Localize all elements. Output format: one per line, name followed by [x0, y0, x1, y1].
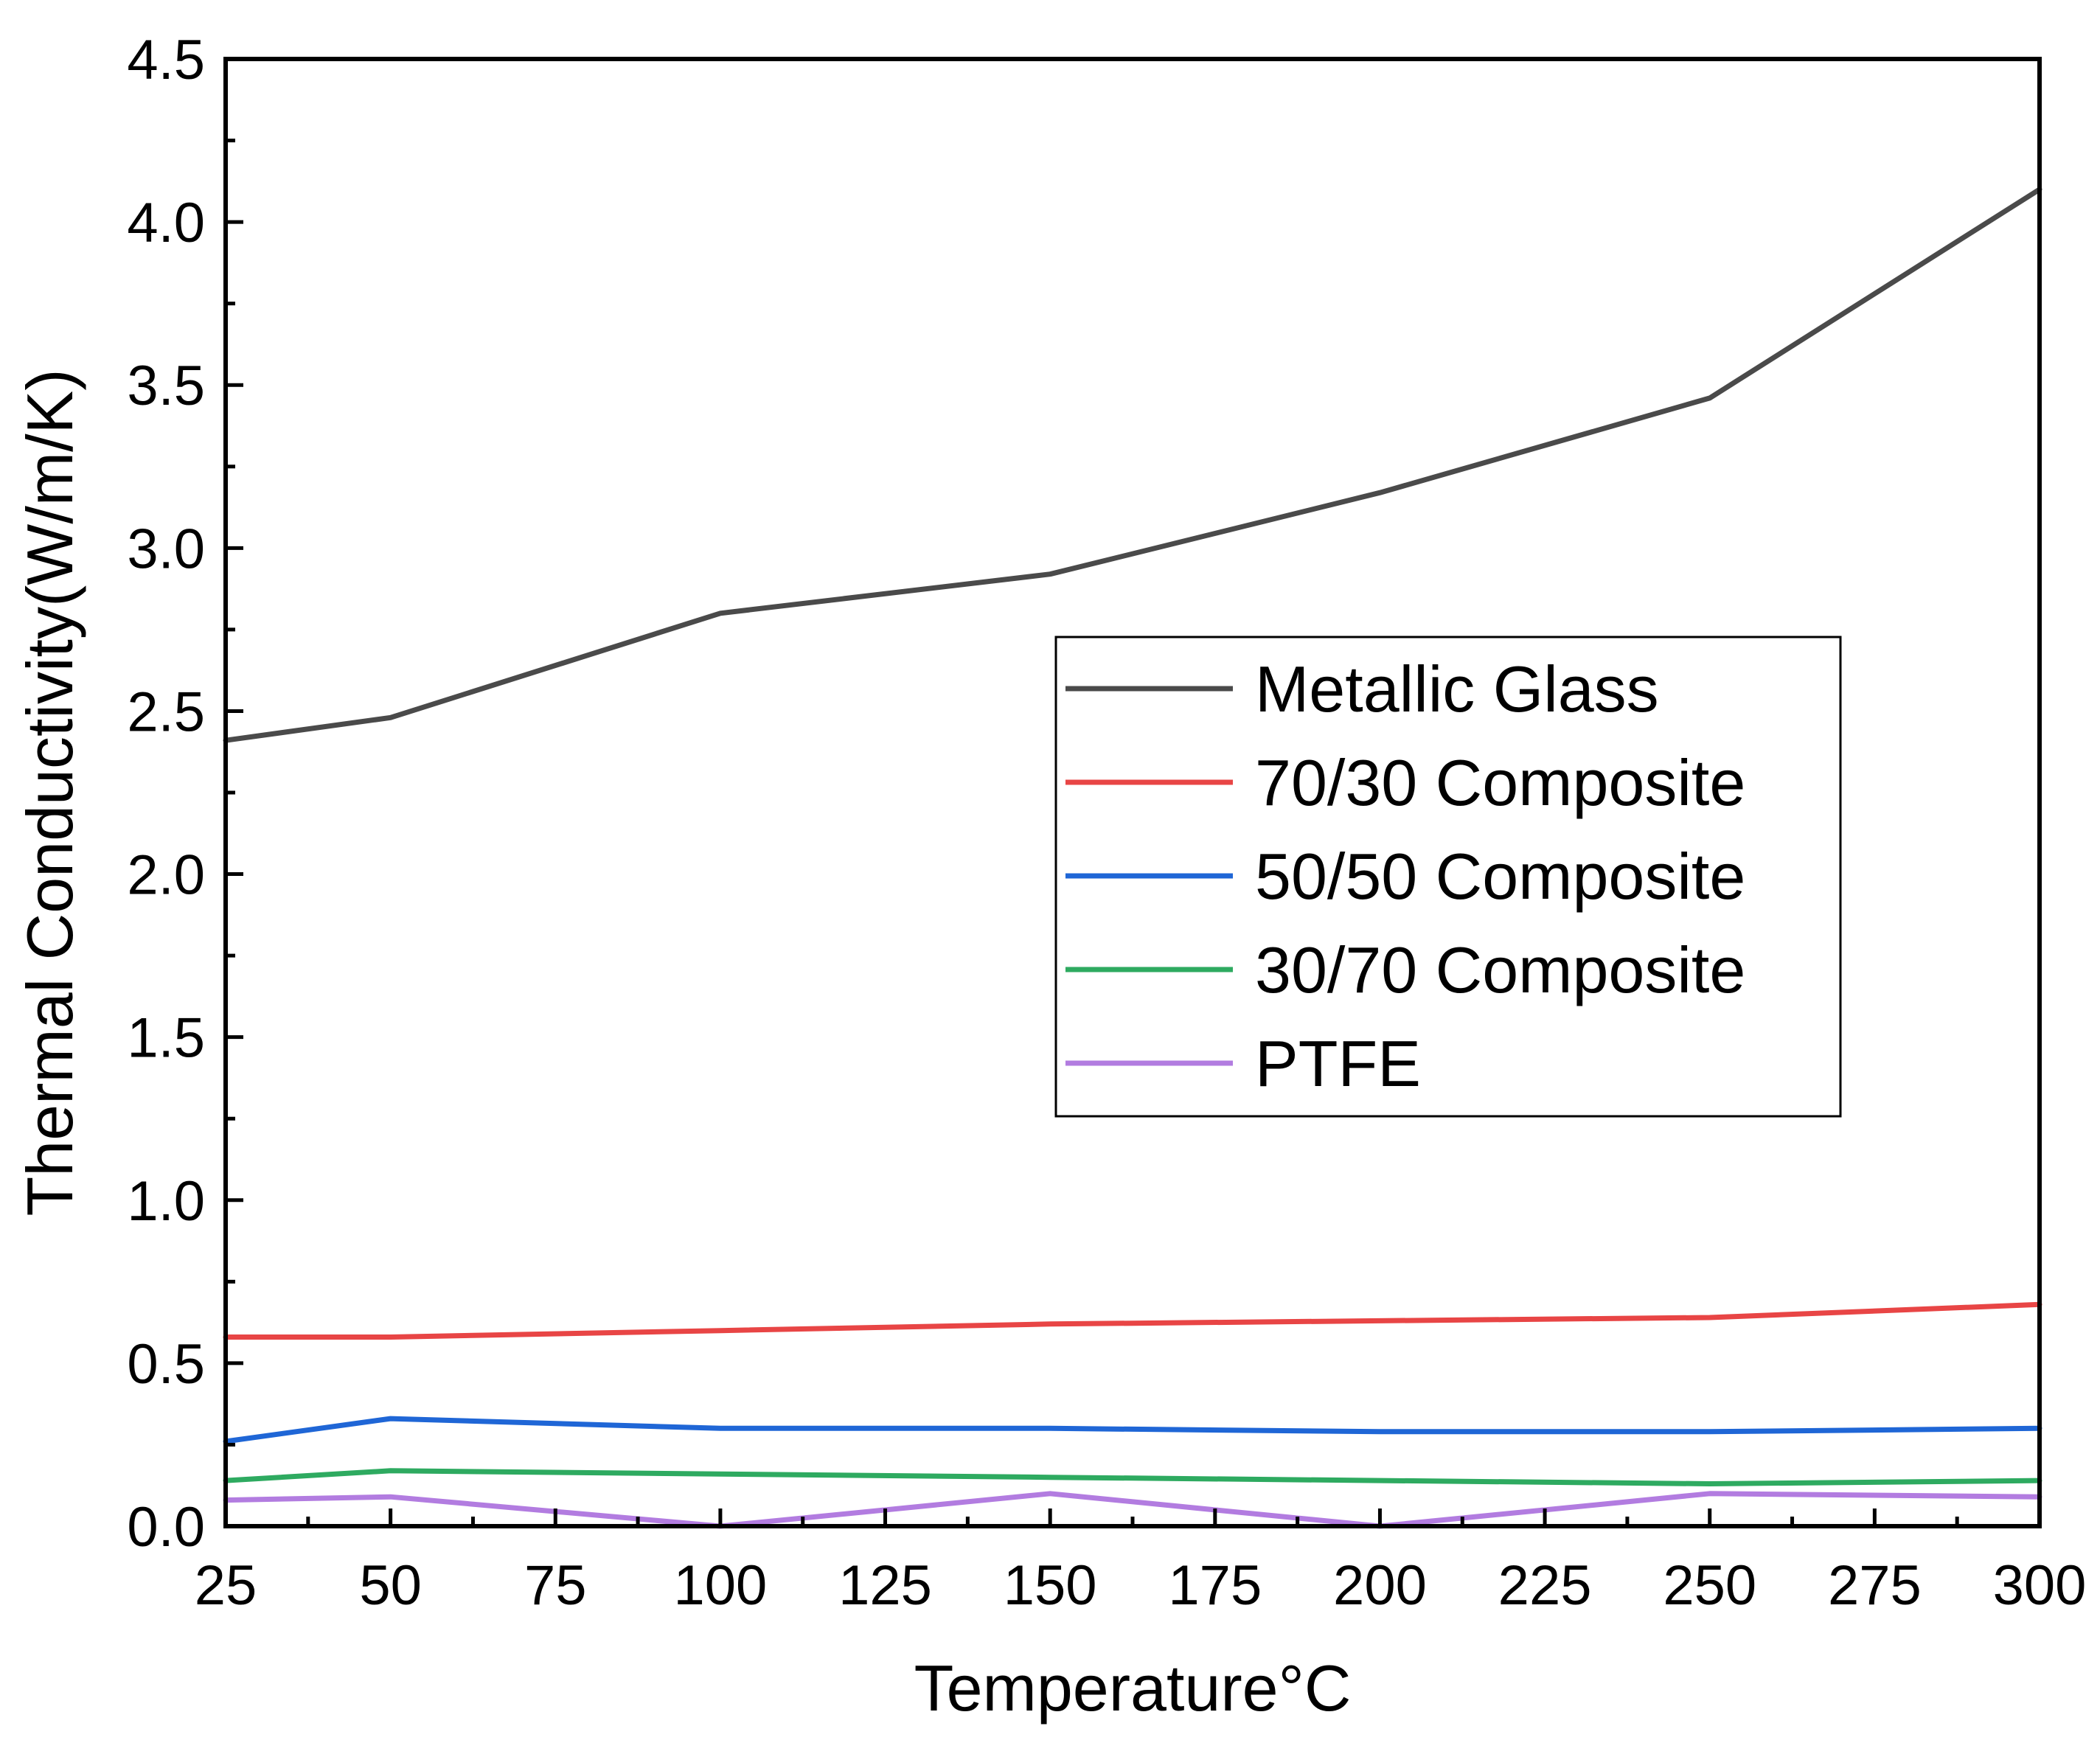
y-tick-label: 4.5	[127, 29, 205, 91]
legend-label-metallic-glass: Metallic Glass	[1255, 652, 1659, 725]
legend: Metallic Glass 70/30 Composite 50/50 Compo…	[1054, 636, 1842, 1118]
legend-label-ptfe: PTFE	[1255, 1027, 1421, 1100]
y-tick-label: 3.0	[127, 518, 205, 580]
x-tick-label: 300	[1993, 1554, 2087, 1617]
y-tick-label: 0.0	[127, 1496, 205, 1559]
y-tick-label: 3.5	[127, 355, 205, 417]
x-tick-label: 150	[1004, 1554, 1097, 1617]
x-axis: 25 50 75 100 125 150 175 200 225 250 275 300	[195, 1508, 2087, 1617]
series-line-50-50-composite	[223, 1416, 2042, 1444]
x-axis-title: Temperature°C	[914, 1652, 1352, 1725]
plot-lines	[223, 187, 2042, 1529]
y-axis: 0.0 0.5 1.0 1.5 2.0 2.5 3.0 3.5 4.0 4.5	[127, 29, 243, 1559]
series-line-ptfe	[223, 1491, 2042, 1529]
y-axis-title: Thermal Conductivity(W/m/K)	[13, 369, 86, 1216]
y-tick-label: 4.0	[127, 192, 205, 254]
series-line-70-30-composite	[223, 1301, 2042, 1340]
legend-label-50-50-composite: 50/50 Composite	[1255, 840, 1745, 913]
x-tick-label: 250	[1663, 1554, 1756, 1617]
legend-label-70-30-composite: 70/30 Composite	[1255, 746, 1745, 819]
x-tick-label: 200	[1333, 1554, 1427, 1617]
x-tick-label: 125	[838, 1554, 932, 1617]
y-tick-label: 2.0	[127, 844, 205, 907]
series-line-30-70-composite	[223, 1468, 2042, 1486]
x-tick-label: 175	[1168, 1554, 1262, 1617]
y-tick-label: 1.5	[127, 1007, 205, 1070]
x-tick-label: 25	[195, 1554, 257, 1617]
legend-label-30-70-composite: 30/70 Composite	[1255, 933, 1745, 1006]
x-tick-label: 225	[1498, 1554, 1592, 1617]
x-tick-label: 275	[1828, 1554, 1922, 1617]
series-line-metallic-glass	[223, 187, 2042, 743]
x-tick-label: 75	[524, 1554, 587, 1617]
y-tick-label: 0.5	[127, 1333, 205, 1396]
y-tick-label: 1.0	[127, 1170, 205, 1233]
x-tick-label: 50	[359, 1554, 422, 1617]
y-tick-label: 2.5	[127, 681, 205, 743]
x-tick-label: 100	[674, 1554, 768, 1617]
